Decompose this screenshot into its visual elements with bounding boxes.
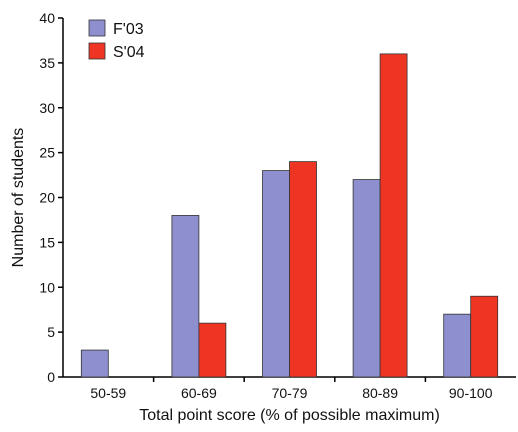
bar-f03-50-59: [80, 349, 109, 378]
bars: [80, 53, 499, 378]
legend-swatch-s04: [88, 42, 106, 60]
y-axis-title: Number of students: [10, 128, 27, 268]
x-tick-label: 90-100: [449, 385, 493, 401]
bar-f03-90-100: [443, 313, 472, 378]
x-ticks: 50-59 60-69 70-79 80-89 90-100: [90, 377, 493, 401]
y-tick-label: 15: [39, 234, 55, 250]
x-tick-label: 80-89: [362, 385, 398, 401]
y-tick-label: 40: [39, 10, 55, 26]
legend-label-s04: S'04: [113, 44, 145, 61]
y-ticks: 0 5 10 15 20 25 30 35 40: [39, 10, 63, 385]
x-tick-label: 50-59: [90, 385, 126, 401]
bar-f03-70-79: [262, 170, 290, 378]
y-tick-label: 10: [39, 279, 55, 295]
bar-s04-90-100: [470, 295, 499, 378]
y-tick-label: 35: [39, 55, 55, 71]
y-tick-label: 5: [47, 324, 55, 340]
legend-label-f03: F'03: [113, 21, 144, 38]
bar-s04-60-69: [198, 322, 227, 378]
x-tick-label: 70-79: [272, 385, 308, 401]
bar-s04-80-89: [379, 53, 408, 378]
bar-f03-60-69: [171, 215, 200, 378]
x-axis-title: Total point score (% of possible maximum…: [139, 407, 440, 424]
bar-f03-80-89: [352, 179, 381, 378]
y-tick-label: 0: [47, 369, 55, 385]
legend: F'03 S'04: [88, 19, 145, 61]
x-tick-label: 60-69: [181, 385, 217, 401]
y-tick-label: 25: [39, 145, 55, 161]
y-tick-label: 30: [39, 100, 55, 116]
y-tick-label: 20: [39, 190, 55, 206]
legend-swatch-f03: [88, 19, 106, 37]
bar-s04-70-79: [289, 161, 317, 378]
